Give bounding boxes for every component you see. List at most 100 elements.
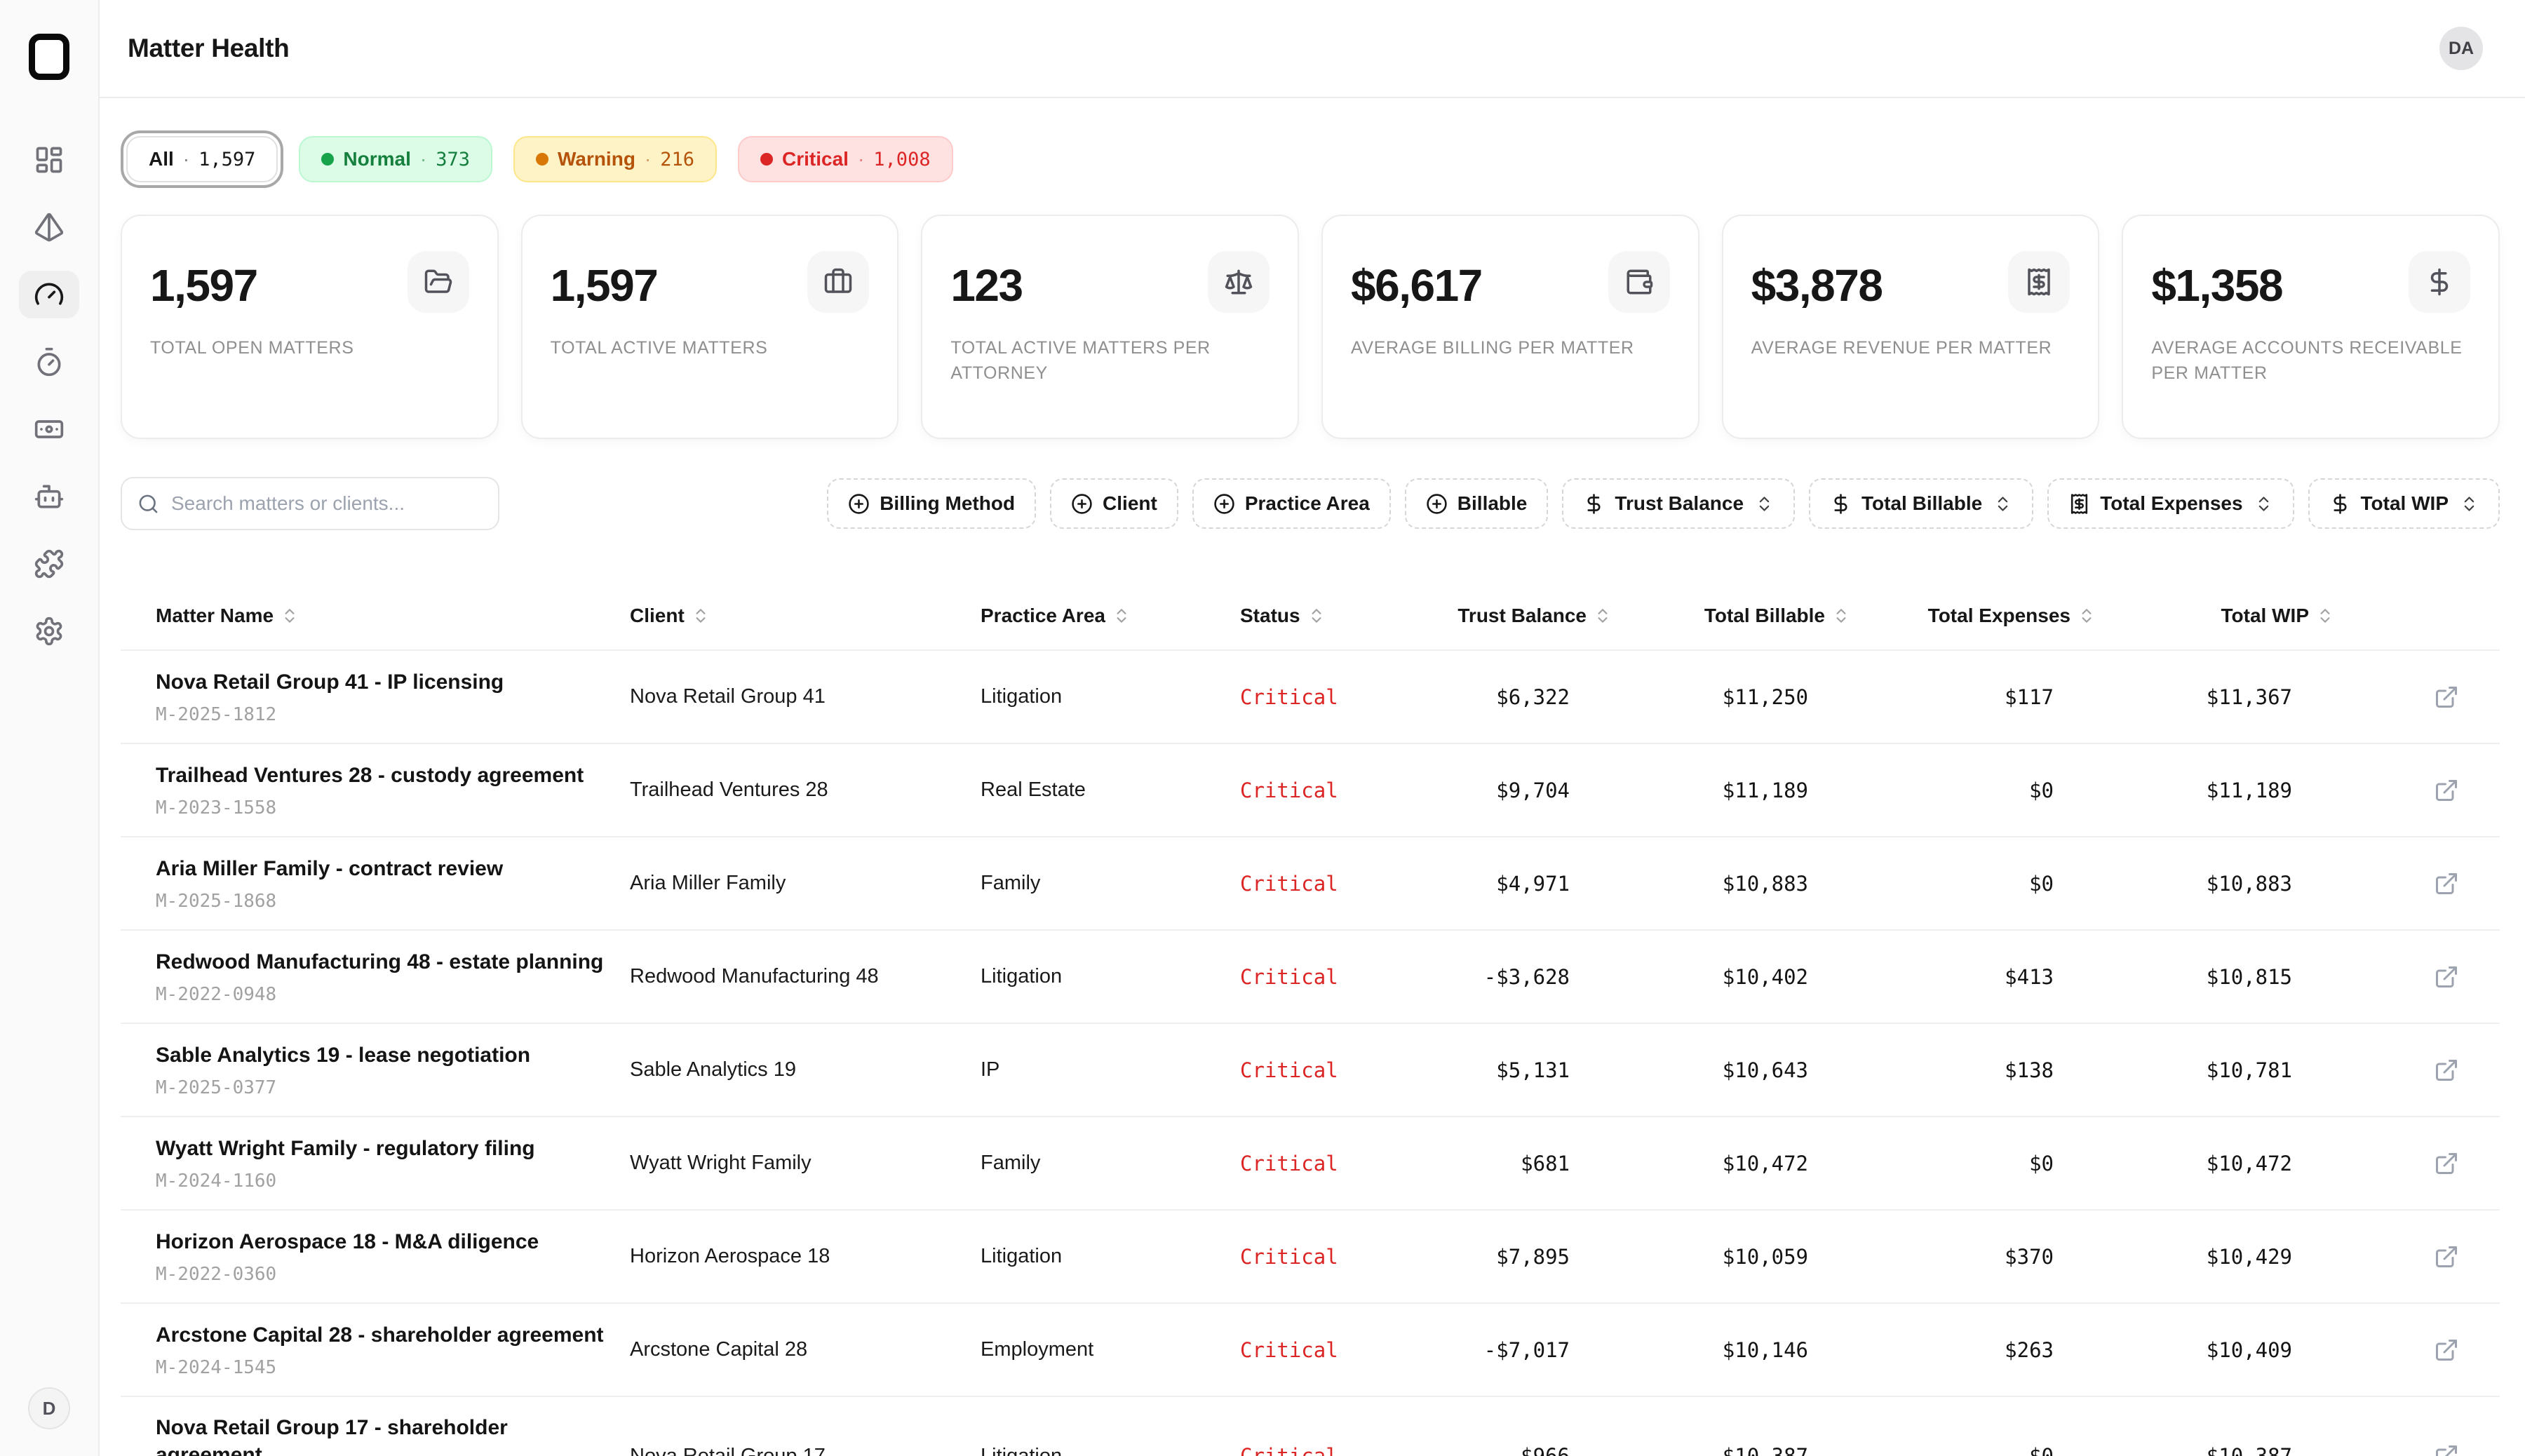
total-billable-value: $10,472 — [1612, 1152, 1850, 1175]
stat-label: TOTAL ACTIVE MATTERS PER ATTORNEY — [950, 335, 1270, 386]
open-matter-button[interactable] — [2434, 871, 2459, 896]
scale-icon — [1224, 267, 1253, 297]
chip-label: Billing Method — [880, 492, 1015, 515]
column-header-total-expenses[interactable]: Total Expenses — [1850, 605, 2096, 627]
puzzle-icon — [34, 548, 65, 579]
search-box — [121, 477, 499, 530]
table-row[interactable]: Horizon Aerospace 18 - M&A diligence M-2… — [121, 1209, 2500, 1302]
table-row[interactable]: Nova Retail Group 17 - shareholder agree… — [121, 1396, 2500, 1456]
status-value: Critical — [1240, 872, 1443, 896]
sidebar-avatar[interactable]: D — [28, 1387, 70, 1429]
open-matter-button[interactable] — [2434, 1151, 2459, 1176]
status-filter-pills: All · 1,597 Normal · 373 Warning · 216 — [121, 136, 2500, 182]
column-header-trust-balance[interactable]: Trust Balance — [1443, 605, 1612, 627]
status-value: Critical — [1240, 1152, 1443, 1175]
pill-separator: · — [183, 148, 189, 170]
stat-value: $3,878 — [1751, 259, 1883, 311]
filter-chips: Billing Method Client Practice Area Bill… — [827, 478, 2500, 529]
sort-total-wip-button[interactable]: Total WIP — [2308, 478, 2500, 529]
filter-billable-button[interactable]: Billable — [1405, 478, 1549, 529]
sort-trust-balance-button[interactable]: Trust Balance — [1562, 478, 1795, 529]
open-matter-button[interactable] — [2434, 1058, 2459, 1083]
column-header-matter-name[interactable]: Matter Name — [121, 605, 630, 627]
filter-practice-area-button[interactable]: Practice Area — [1192, 478, 1391, 529]
stat-card-open-matters: 1,597 TOTAL OPEN MATTERS — [121, 215, 499, 439]
pyramid-icon — [34, 212, 65, 243]
matter-cell: Wyatt Wright Family - regulatory filing … — [121, 1118, 630, 1208]
trust-balance-value: $7,895 — [1443, 1245, 1612, 1269]
circle-plus-icon — [1213, 493, 1235, 515]
column-header-status[interactable]: Status — [1240, 605, 1443, 627]
trust-balance-value: $9,704 — [1443, 778, 1612, 802]
stat-label: AVERAGE REVENUE PER MATTER — [1751, 335, 2070, 360]
search-input[interactable] — [121, 477, 499, 530]
open-matter-button[interactable] — [2434, 964, 2459, 990]
filter-pill-all[interactable]: All · 1,597 — [126, 136, 278, 182]
user-avatar[interactable]: DA — [2439, 27, 2483, 70]
sort-total-expenses-button[interactable]: Total Expenses — [2047, 478, 2294, 529]
sidebar-item-settings[interactable] — [19, 607, 79, 655]
matter-id: M-2025-0377 — [156, 1077, 609, 1098]
total-wip-value: $11,367 — [2096, 685, 2334, 709]
stat-label: AVERAGE BILLING PER MATTER — [1351, 335, 1670, 360]
column-header-client[interactable]: Client — [630, 605, 981, 627]
pill-label: Critical — [782, 148, 849, 170]
pill-separator: · — [420, 148, 426, 170]
chevrons-up-down-icon — [1993, 494, 2012, 513]
external-link-icon — [2434, 1337, 2459, 1363]
open-matter-button[interactable] — [2434, 1337, 2459, 1363]
total-expenses-value: $138 — [1850, 1058, 2096, 1082]
filter-pill-critical[interactable]: Critical · 1,008 — [738, 136, 953, 182]
practice-area: Employment — [981, 1338, 1240, 1361]
total-billable-value: $10,402 — [1612, 965, 1850, 989]
filter-pill-warning[interactable]: Warning · 216 — [513, 136, 717, 182]
sidebar-item-integrations[interactable] — [19, 540, 79, 588]
dollar-sign-icon — [1830, 493, 1852, 515]
table-row[interactable]: Nova Retail Group 41 - IP licensing M-20… — [121, 649, 2500, 743]
stat-card-avg-revenue: $3,878 AVERAGE REVENUE PER MATTER — [1722, 215, 2100, 439]
trust-balance-value: $681 — [1443, 1152, 1612, 1175]
table-row[interactable]: Redwood Manufacturing 48 - estate planni… — [121, 929, 2500, 1023]
table-body: Nova Retail Group 41 - IP licensing M-20… — [121, 649, 2500, 1456]
app-root: D Matter Health DA All · 1,597 Normal · … — [0, 0, 2525, 1456]
filter-billing-method-button[interactable]: Billing Method — [827, 478, 1036, 529]
sidebar-item-assistant[interactable] — [19, 473, 79, 520]
status-value: Critical — [1240, 1245, 1443, 1269]
practice-area: Litigation — [981, 685, 1240, 708]
column-header-total-wip[interactable]: Total WIP — [2096, 605, 2334, 627]
sidebar-item-billing[interactable] — [19, 405, 79, 453]
chevrons-up-down-icon — [1112, 607, 1131, 625]
trust-balance-value: $4,971 — [1443, 872, 1612, 896]
column-header-practice-area[interactable]: Practice Area — [981, 605, 1240, 627]
status-dot — [536, 153, 548, 166]
table-row[interactable]: Wyatt Wright Family - regulatory filing … — [121, 1116, 2500, 1209]
open-matter-button[interactable] — [2434, 1443, 2459, 1456]
open-matter-button[interactable] — [2434, 778, 2459, 803]
chip-label: Total Expenses — [2100, 492, 2242, 515]
column-header-total-billable[interactable]: Total Billable — [1612, 605, 1850, 627]
content-column: Matter Health DA All · 1,597 Normal · 37… — [100, 0, 2525, 1456]
sidebar-item-time[interactable] — [19, 338, 79, 386]
open-matter-button[interactable] — [2434, 1244, 2459, 1269]
matter-name: Nova Retail Group 41 - IP licensing — [156, 668, 605, 696]
client-name: Nova Retail Group 41 — [630, 685, 981, 708]
matter-id: M-2024-1160 — [156, 1171, 609, 1192]
total-wip-value: $10,815 — [2096, 965, 2334, 989]
filter-client-button[interactable]: Client — [1050, 478, 1178, 529]
open-matter-button[interactable] — [2434, 685, 2459, 710]
sidebar-item-matters[interactable] — [19, 203, 79, 251]
total-billable-value: $10,059 — [1612, 1245, 1850, 1269]
sidebar-item-matter-health[interactable] — [19, 271, 79, 318]
circle-plus-icon — [848, 493, 870, 515]
trust-balance-value: -$7,017 — [1443, 1338, 1612, 1362]
table-row[interactable]: Aria Miller Family - contract review M-2… — [121, 836, 2500, 929]
table-row[interactable]: Arcstone Capital 28 - shareholder agreem… — [121, 1302, 2500, 1396]
table-row[interactable]: Sable Analytics 19 - lease negotiation M… — [121, 1023, 2500, 1116]
sidebar-item-dashboard[interactable] — [19, 136, 79, 184]
table-row[interactable]: Trailhead Ventures 28 - custody agreemen… — [121, 743, 2500, 836]
pill-count: 373 — [436, 149, 470, 170]
filter-pill-normal[interactable]: Normal · 373 — [299, 136, 492, 182]
practice-area: Family — [981, 1152, 1240, 1175]
sort-total-billable-button[interactable]: Total Billable — [1809, 478, 2033, 529]
settings-icon — [34, 616, 65, 647]
